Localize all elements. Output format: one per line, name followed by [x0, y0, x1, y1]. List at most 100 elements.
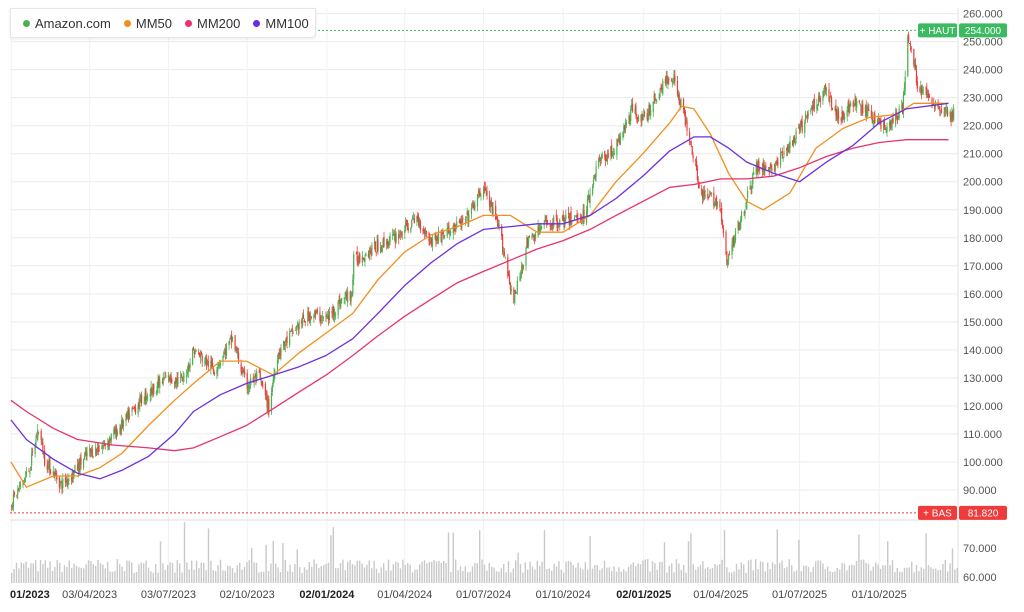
candle-body	[259, 370, 261, 379]
volume-bar	[510, 572, 512, 583]
volume-bar	[918, 571, 920, 583]
candle-body	[147, 396, 149, 398]
legend-item-mm50[interactable]: MM50	[123, 16, 172, 31]
volume-bar	[419, 564, 421, 583]
candle-body	[898, 108, 900, 119]
candle-body	[574, 215, 576, 217]
candle-body	[447, 226, 449, 231]
volume-bar	[479, 530, 481, 583]
volume-bar	[584, 562, 586, 583]
candle-body	[841, 111, 843, 120]
candle-body	[755, 164, 757, 175]
candle-body	[581, 220, 583, 222]
candle-body	[901, 105, 903, 108]
candle-body	[279, 353, 281, 355]
volume-bar	[75, 565, 78, 583]
volume-bar	[675, 559, 678, 583]
candle-body	[715, 197, 718, 207]
volume-bar	[747, 560, 750, 583]
candle-body	[631, 103, 634, 112]
volume-bar	[668, 565, 670, 583]
candle-body	[533, 235, 535, 238]
candle-body	[834, 106, 836, 111]
candle-body	[474, 204, 476, 208]
volume-bar	[666, 572, 668, 583]
legend-item-mm200[interactable]: MM200	[185, 16, 240, 31]
volume-bar	[757, 569, 759, 583]
volume-bar	[243, 566, 246, 583]
volume-bar	[107, 561, 109, 583]
volume-bar	[803, 565, 805, 583]
volume-bar	[231, 567, 234, 583]
candle-body	[423, 229, 425, 232]
candle-body	[338, 300, 340, 304]
volume-bar	[630, 564, 632, 583]
candle-body	[302, 316, 304, 326]
y-tick-label: 220.000	[963, 121, 1003, 133]
candle-body	[527, 236, 530, 246]
candle-body	[200, 351, 202, 355]
volume-bar	[227, 565, 229, 583]
volume-bar	[368, 560, 370, 583]
candle-body	[304, 320, 306, 323]
candle-body	[668, 78, 670, 81]
volume-bar	[25, 561, 27, 583]
candle-body	[550, 225, 552, 227]
volume-bar	[327, 562, 330, 583]
candle-body	[806, 115, 808, 118]
y-tick-label: 210.000	[963, 149, 1003, 161]
volume-bar	[133, 572, 135, 583]
candle-body	[218, 363, 221, 366]
candle-body	[425, 230, 428, 234]
volume-bar	[423, 560, 426, 583]
candle-body	[468, 215, 470, 224]
candle-body	[137, 405, 139, 415]
volume-bar	[296, 549, 298, 583]
candle-body	[381, 247, 383, 252]
candle-body	[618, 136, 620, 141]
candle-body	[799, 122, 802, 131]
volume-bar	[733, 571, 735, 583]
candle-body	[376, 241, 378, 253]
legend-item-amazon[interactable]: Amazon.com	[23, 16, 111, 31]
candle-body	[630, 109, 632, 122]
volume-bar	[620, 571, 622, 583]
candle-body	[880, 120, 882, 129]
volume-bar	[229, 565, 231, 583]
candle-body	[152, 383, 154, 393]
candle-body	[231, 337, 234, 341]
candle-body	[85, 451, 87, 456]
volume-bar	[495, 571, 498, 583]
candle-body	[320, 320, 322, 322]
volume-bar	[354, 565, 356, 583]
candle-body	[308, 312, 310, 316]
candle-body	[452, 225, 454, 234]
candle-body	[515, 292, 517, 294]
candle-body	[235, 347, 237, 351]
candle-body	[169, 374, 171, 380]
candle-body	[698, 182, 700, 188]
volume-bar	[335, 567, 337, 583]
volume-bar	[253, 562, 255, 583]
candle-body	[872, 120, 874, 123]
candle-body	[400, 232, 402, 234]
volume-bar	[219, 559, 222, 583]
candle-body	[749, 185, 751, 190]
candle-body	[199, 353, 201, 357]
candle-body	[389, 235, 391, 242]
candle-body	[327, 315, 329, 319]
candle-body	[561, 216, 563, 219]
x-tick-label: 03/04/2023	[62, 589, 117, 601]
volume-bar	[236, 565, 238, 583]
volume-bar	[769, 568, 771, 583]
candle-body	[156, 386, 158, 394]
volume-bar	[947, 571, 949, 583]
candle-body	[146, 397, 148, 400]
legend-item-mm100[interactable]: MM100	[253, 16, 309, 31]
candle-body	[695, 159, 697, 161]
candle-body	[570, 211, 572, 225]
volume-bar	[563, 572, 565, 583]
candle-body	[35, 438, 37, 446]
volume-bar	[49, 561, 51, 583]
